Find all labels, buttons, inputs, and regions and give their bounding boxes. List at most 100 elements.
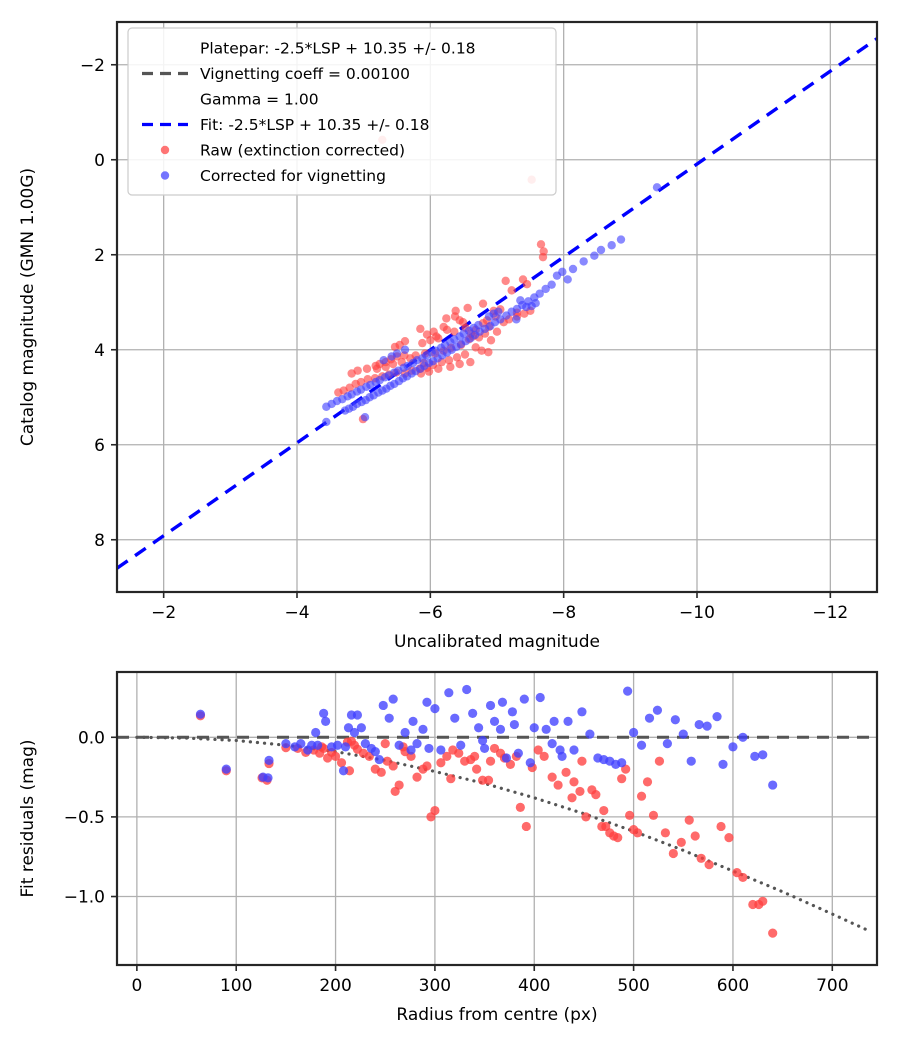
- data-point: [632, 828, 643, 838]
- data-point: [694, 719, 704, 730]
- vignetting-curve: [135, 735, 869, 932]
- legend-entry[interactable]: Raw (extinction corrected): [160, 142, 405, 160]
- xtick-label: −12: [812, 603, 848, 623]
- data-point: [460, 350, 470, 359]
- data-point: [322, 417, 331, 427]
- xtick-label: 300: [419, 976, 451, 996]
- data-point: [617, 758, 627, 768]
- legend-background: [127, 27, 557, 196]
- legend-entry[interactable]: Corrected for vignetting: [160, 167, 386, 185]
- data-point: [429, 327, 438, 336]
- data-point: [547, 280, 556, 289]
- data-point: [654, 756, 665, 766]
- data-point: [319, 708, 329, 719]
- data-point: [322, 402, 331, 411]
- data-point: [662, 739, 672, 749]
- data-point: [660, 828, 670, 838]
- legend-entry[interactable]: Fit: -2.5*LSP + 10.35 +/- 0.18: [142, 116, 430, 134]
- data-point: [311, 727, 321, 738]
- data-point: [384, 713, 394, 723]
- data-point: [452, 353, 462, 362]
- data-point: [512, 315, 521, 324]
- data-point: [704, 860, 714, 870]
- data-point: [648, 810, 659, 820]
- legend-dot-swatch: [160, 145, 170, 155]
- x-axis-label: Radius from centre (px): [396, 1005, 597, 1025]
- data-point: [535, 692, 545, 703]
- legend-label: Platepar: -2.5*LSP + 10.35 +/- 0.18: [200, 40, 476, 58]
- data-point: [676, 837, 686, 847]
- data-point: [406, 745, 416, 755]
- data-point: [758, 896, 768, 906]
- data-point: [430, 704, 440, 714]
- data-point: [378, 700, 388, 711]
- data-point: [728, 742, 738, 752]
- data-point: [515, 802, 525, 812]
- data-point: [533, 745, 543, 755]
- data-point: [616, 235, 626, 244]
- scatter-series-corrected: [322, 183, 662, 427]
- data-point: [696, 853, 706, 863]
- legend-entry[interactable]: Platepar: -2.5*LSP + 10.35 +/- 0.18: [200, 40, 476, 58]
- data-point: [323, 753, 333, 763]
- data-point: [629, 727, 639, 738]
- data-point: [485, 700, 496, 711]
- data-point: [494, 307, 503, 316]
- data-point: [581, 812, 591, 822]
- data-point: [221, 764, 231, 774]
- data-point: [718, 759, 728, 769]
- data-point: [568, 264, 578, 274]
- scatter-series-corrected: [195, 684, 778, 790]
- data-point: [702, 721, 712, 731]
- data-point: [400, 345, 410, 354]
- data-point: [347, 369, 356, 378]
- ytick-label: 0.0: [78, 728, 105, 748]
- data-point: [502, 311, 511, 320]
- data-point: [522, 280, 532, 289]
- legend-entry[interactable]: Gamma = 1.00: [200, 91, 319, 109]
- data-point: [400, 727, 410, 738]
- data-point: [388, 761, 398, 771]
- data-point: [264, 755, 274, 765]
- data-point: [577, 756, 587, 766]
- ytick-label: −2: [80, 56, 105, 76]
- data-point: [470, 751, 480, 762]
- data-point: [376, 767, 386, 777]
- data-point: [472, 764, 482, 774]
- legend-label: Fit: -2.5*LSP + 10.35 +/- 0.18: [200, 116, 430, 134]
- data-point: [477, 346, 486, 355]
- data-point: [529, 723, 539, 733]
- data-point: [370, 747, 380, 757]
- data-point: [497, 697, 508, 707]
- data-point: [381, 362, 390, 372]
- data-point: [466, 357, 475, 367]
- data-point: [541, 284, 550, 294]
- data-layer-fit-residuals: [117, 684, 877, 938]
- data-point: [549, 716, 559, 726]
- xtick-label: 600: [717, 976, 749, 996]
- data-point: [541, 724, 551, 734]
- ytick-label: 8: [94, 531, 105, 551]
- data-point: [321, 716, 331, 726]
- data-point: [738, 732, 748, 742]
- data-point: [690, 831, 700, 841]
- data-point: [485, 756, 496, 766]
- data-point: [281, 739, 291, 749]
- legend-entry[interactable]: Vignetting coeff = 0.00100: [142, 65, 410, 83]
- data-point: [390, 342, 400, 352]
- xtick-label: 200: [319, 976, 351, 996]
- data-point: [392, 349, 402, 358]
- data-point: [412, 739, 422, 749]
- data-point: [442, 325, 452, 334]
- data-point: [577, 707, 587, 717]
- y-axis-label: Catalog magnitude (GMN 1.00G): [18, 168, 38, 446]
- ytick-label: 0: [94, 151, 105, 171]
- data-point: [444, 688, 454, 698]
- data-point: [388, 694, 398, 704]
- data-point: [422, 697, 432, 707]
- data-point: [336, 758, 347, 768]
- data-point: [758, 750, 768, 760]
- data-point: [352, 710, 363, 720]
- data-point: [539, 751, 549, 762]
